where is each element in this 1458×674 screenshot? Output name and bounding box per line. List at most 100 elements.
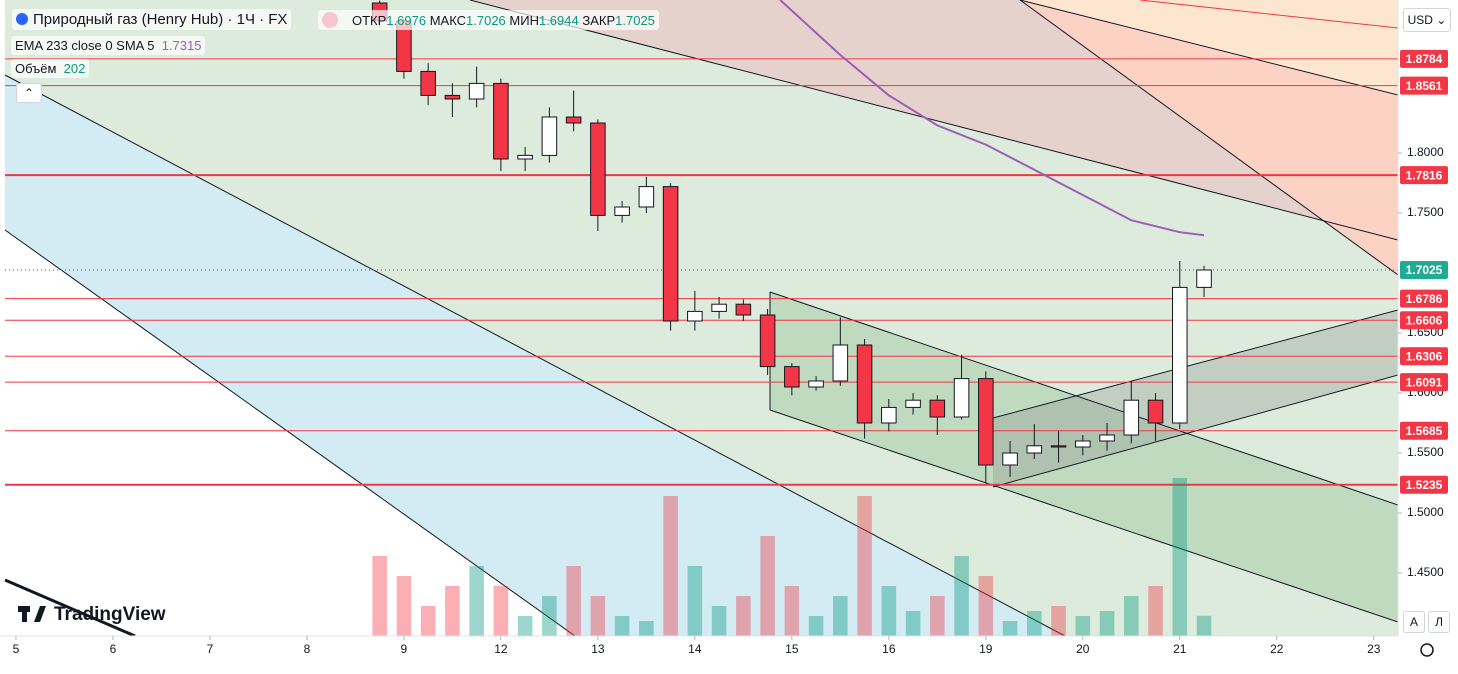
volume-bar bbox=[1051, 606, 1066, 636]
volume-legend[interactable]: Объём 202 bbox=[11, 59, 90, 78]
compare-icon[interactable] bbox=[322, 12, 338, 28]
price-tag bbox=[1400, 166, 1448, 185]
price-tag-label: 1.8784 bbox=[1406, 52, 1443, 66]
candle-body bbox=[517, 154, 533, 160]
price-tag bbox=[1400, 76, 1448, 95]
indicator-legend[interactable]: EMA 233 close 0 SMA 5 1.7315 bbox=[11, 36, 206, 55]
x-tick-label: 21 bbox=[1173, 642, 1187, 656]
x-tick-label: 16 bbox=[882, 642, 896, 656]
levels bbox=[5, 58, 1398, 486]
logo: TradingView bbox=[18, 604, 166, 625]
volume-bar bbox=[784, 586, 800, 636]
volume-bar bbox=[1027, 611, 1042, 636]
time-axis bbox=[0, 636, 1398, 674]
currency-button[interactable]: USD ⌄ bbox=[1403, 8, 1451, 32]
price-tag-label: 1.7816 bbox=[1406, 168, 1443, 182]
y-tick-label: 1.4500 bbox=[1407, 565, 1444, 579]
volume-value: 202 bbox=[63, 61, 86, 76]
channel-down bbox=[770, 292, 1398, 622]
price-tag-label: 1.6091 bbox=[1406, 375, 1443, 389]
indicator-value: 1.7315 bbox=[161, 38, 202, 53]
volume-bar bbox=[1002, 621, 1018, 636]
volume-bar bbox=[469, 566, 484, 636]
x-tick-label: 7 bbox=[207, 642, 214, 656]
candle-body bbox=[1002, 452, 1018, 466]
close-label: ЗАКР bbox=[582, 13, 616, 28]
candle-body bbox=[953, 378, 970, 418]
price-tag bbox=[1400, 49, 1448, 68]
price-tag-label: 1.6606 bbox=[1406, 313, 1443, 327]
candle-body bbox=[856, 344, 873, 424]
candle-body bbox=[881, 406, 897, 424]
volume-bar bbox=[1099, 611, 1115, 636]
candle-body bbox=[759, 314, 776, 368]
candle-body bbox=[1026, 445, 1043, 454]
settings-icon[interactable] bbox=[1420, 643, 1434, 657]
ema-line bbox=[779, 0, 1205, 237]
volume-bar bbox=[857, 496, 872, 636]
axes: 1.80001.75001.65001.60001.55001.50001.45… bbox=[13, 49, 1448, 656]
y-tick-label: 1.5000 bbox=[1407, 505, 1444, 519]
x-tick-label: 13 bbox=[591, 642, 605, 656]
volume-bar bbox=[614, 616, 630, 636]
collapse-button[interactable]: ⌃ bbox=[16, 83, 42, 103]
volume-bar bbox=[1075, 616, 1091, 636]
candle-body bbox=[1050, 445, 1067, 448]
volume-bar bbox=[808, 616, 824, 636]
volume-bar bbox=[542, 596, 557, 636]
price-tag bbox=[1400, 373, 1448, 392]
volume-bar bbox=[1148, 586, 1163, 636]
drawings bbox=[4, 0, 1399, 638]
candle-body bbox=[687, 310, 703, 322]
candle-body bbox=[1147, 399, 1164, 424]
candle-body bbox=[444, 94, 461, 100]
drawing-red bbox=[1139, 0, 1399, 29]
x-tick-label: 19 bbox=[979, 642, 993, 656]
price-tag-label: 1.5235 bbox=[1406, 478, 1443, 492]
open-label: ОТКР bbox=[352, 13, 387, 28]
currency: USD bbox=[1407, 13, 1433, 27]
candle-body bbox=[468, 82, 485, 100]
volume-bar bbox=[760, 536, 775, 636]
candle-body bbox=[1123, 399, 1140, 436]
candle-body bbox=[929, 399, 946, 418]
symbol-title[interactable]: Природный газ (Henry Hub) · 1Ч · FX bbox=[12, 9, 292, 30]
volume-bar bbox=[372, 556, 387, 636]
volume-bar bbox=[396, 576, 412, 636]
candle-body bbox=[420, 70, 436, 96]
price-tag-label: 1.7025 bbox=[1406, 263, 1443, 277]
y-tick-label: 1.7500 bbox=[1407, 205, 1444, 219]
x-tick-label: 6 bbox=[110, 642, 117, 656]
y-tick-label: 1.5500 bbox=[1407, 445, 1444, 459]
price-tag bbox=[1400, 289, 1448, 308]
candle-body bbox=[1099, 434, 1115, 442]
volume-bar bbox=[663, 496, 678, 636]
volume-bar bbox=[736, 596, 751, 636]
candle-body bbox=[541, 116, 558, 156]
x-tick-label: 8 bbox=[304, 642, 311, 656]
indicator: EMA 233 close 0 SMA 5 bbox=[15, 38, 155, 53]
volume-bar bbox=[954, 556, 969, 636]
candle-body bbox=[590, 122, 606, 216]
volume-bar bbox=[493, 586, 509, 636]
price-tag-label: 1.6786 bbox=[1406, 292, 1443, 306]
price-tag bbox=[1400, 311, 1448, 330]
price-axis bbox=[1398, 0, 1458, 674]
x-tick-label: 12 bbox=[494, 642, 508, 656]
ohlc: ОТКР1.6976 МАКС1.7026 МИН1.6944 ЗАКР1.70… bbox=[318, 10, 659, 30]
volume bbox=[372, 478, 1212, 636]
candle-body bbox=[1075, 440, 1091, 448]
auto-button[interactable]: A bbox=[1403, 611, 1425, 633]
volume-label: Объём bbox=[15, 61, 57, 76]
volume-bar bbox=[833, 596, 848, 636]
x-tick-label: 22 bbox=[1270, 642, 1284, 656]
candles bbox=[371, 0, 1212, 483]
log-button[interactable]: Л bbox=[1428, 611, 1450, 633]
candle-body bbox=[711, 303, 727, 312]
candle-body bbox=[565, 116, 582, 124]
logo-text: TradingView bbox=[54, 604, 166, 625]
volume-bar bbox=[517, 616, 533, 636]
high-label: МАКС bbox=[429, 13, 467, 28]
